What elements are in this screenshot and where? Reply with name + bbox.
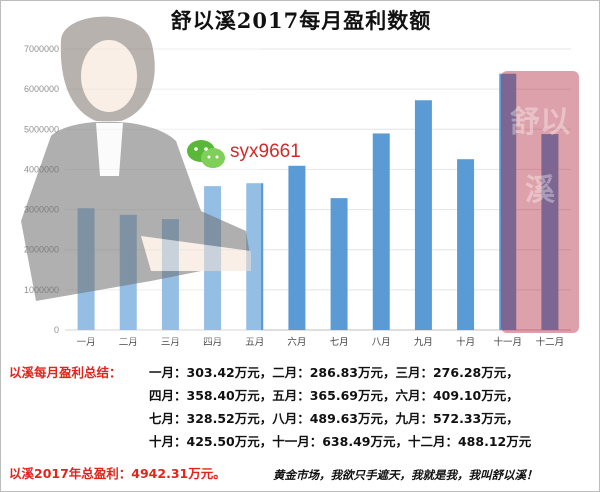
x-category-label: 十一月: [493, 336, 522, 348]
seal-watermark-text: 舒以溪: [510, 105, 570, 208]
x-category-label: 八月: [372, 337, 391, 348]
summary-line-3: 七月：328.52万元，八月：489.63万元，九月：572.33万元，: [149, 411, 519, 426]
bar-8: [372, 133, 390, 330]
bar-11: [499, 73, 517, 331]
x-category-label: 十月: [456, 336, 475, 348]
y-tick-label: 7000000: [24, 44, 59, 54]
bar-6: [288, 165, 306, 330]
person-photo: [1, 1, 261, 341]
chart-title: 舒以溪2017每月盈利数额: [170, 8, 432, 33]
bar-10: [457, 159, 475, 330]
x-category-label: 六月: [287, 336, 306, 348]
slogan: 黄金市场，我欲只手遮天，我就是我，我叫舒以溪！: [273, 468, 538, 482]
bar-12: [541, 134, 559, 330]
summary-line-4: 十月：425.50万元，十一月：638.49万元，十二月：488.12万元: [149, 434, 532, 449]
y-tick-label: 5000000: [24, 124, 59, 134]
summary-line-2: 四月：358.40万元，五月：365.69万元，六月：409.10万元，: [149, 388, 519, 403]
wechat-id-watermark: syx9661: [230, 141, 301, 162]
bar-7: [330, 198, 348, 330]
x-category-label: 一月: [77, 337, 96, 348]
x-category-label: 九月: [414, 336, 433, 348]
x-category-label: 二月: [119, 337, 138, 348]
y-tick-label: 6000000: [24, 84, 59, 94]
monthly-summary-label: 以溪每月盈利总结：: [9, 365, 122, 380]
summary-line-1: 一月：303.42万元，二月：286.83万元，三月：276.28万元，: [149, 365, 519, 380]
x-category-label: 七月: [330, 337, 349, 348]
seal-watermark: [501, 71, 579, 333]
bar-5: [246, 183, 264, 330]
x-category-label: 四月: [203, 337, 222, 348]
wechat-icon: [187, 140, 225, 168]
bar-9: [414, 100, 432, 330]
total-profit: 以溪2017年总盈利：4942.31万元。: [9, 466, 226, 481]
x-category-label: 三月: [161, 337, 180, 348]
y-tick-label: 0: [54, 325, 59, 335]
x-axis-categories: 一月 二月 三月 四月 五月 六月 七月 八月 九月 十月 十一月 十二月: [77, 336, 565, 348]
x-category-label: 五月: [245, 337, 264, 348]
x-category-label: 十二月: [536, 336, 565, 348]
